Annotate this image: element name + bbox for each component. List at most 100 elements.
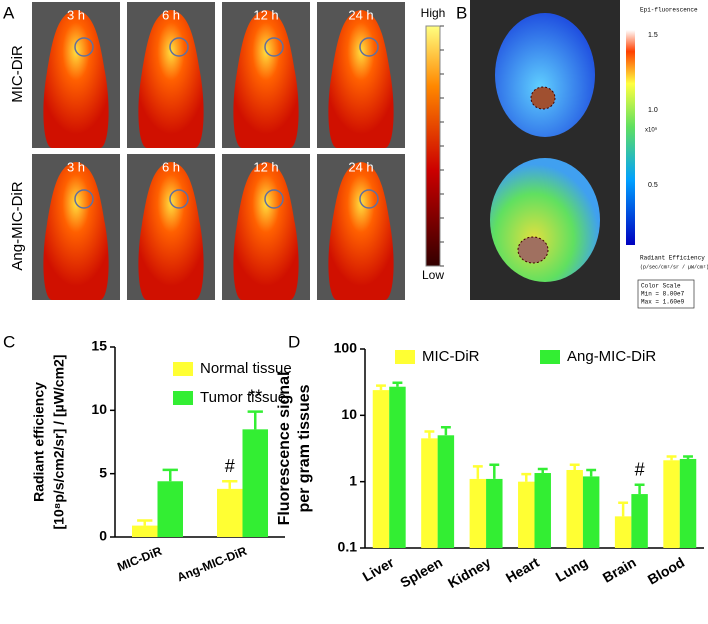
x-tick-label: Ang-MIC-DiR	[175, 544, 249, 585]
error-bar	[683, 455, 693, 459]
bar	[437, 435, 455, 548]
bar	[582, 476, 600, 548]
color-bar	[425, 25, 441, 267]
error-bar	[376, 384, 386, 391]
bar	[389, 386, 406, 548]
bar	[242, 429, 268, 537]
error-bar	[634, 483, 645, 495]
y-axis-label: Radiant efficiency	[31, 382, 47, 502]
brain-image	[495, 13, 595, 137]
y-axis-label: per gram tissues	[296, 384, 313, 512]
error-bar	[569, 463, 580, 470]
bar	[631, 494, 648, 548]
tumor-region	[74, 37, 94, 57]
legend-label: Ang-MIC-DiR	[567, 348, 656, 365]
legend-swatch	[395, 350, 415, 364]
bar	[518, 481, 535, 548]
error-bar	[618, 501, 629, 517]
bar	[679, 458, 697, 548]
panel-letter: D	[288, 332, 300, 351]
bar	[614, 516, 632, 548]
error-bar	[247, 410, 263, 430]
bar	[372, 390, 390, 548]
y-tick-label: 5	[99, 464, 107, 480]
bar	[469, 478, 487, 548]
tumor-region	[169, 189, 189, 209]
color-bar	[626, 30, 635, 245]
error-bar	[521, 472, 532, 482]
panel-a: A MIC-DiR 3 h 6 h 12 h 24 h Ang-MIC-DiR 3 h 6 h 1…	[3, 2, 445, 300]
time-label: 3 h	[67, 7, 85, 22]
x-tick-label: MIC-DiR	[115, 544, 164, 575]
bar	[566, 469, 583, 548]
legend-swatch	[540, 350, 560, 364]
x-tick-label: Blood	[645, 554, 687, 588]
scale-max: Max = 1.60e9	[641, 299, 685, 306]
legend-label: Tumor tissue	[200, 389, 286, 406]
error-bar	[586, 468, 597, 477]
y-tick-label: 100	[334, 340, 358, 356]
unit: (p/sec/cm²/sr / µW/cm²)	[640, 264, 708, 270]
scale-tick: 0.5	[648, 182, 658, 189]
bar	[486, 478, 503, 548]
x-tick-label: Lung	[553, 554, 591, 585]
x-tick-label: Spleen	[397, 554, 445, 591]
annotation: #	[225, 456, 235, 476]
y-tick-label: 10	[91, 401, 107, 417]
legend-label: Normal tissue	[200, 360, 292, 377]
x-tick-label: Brain	[600, 554, 639, 586]
panel-b: B Epi-fluorescence 1.5 1.0 0.5 x10⁹ Radiant Ef…	[456, 0, 708, 309]
error-bar	[137, 519, 153, 526]
y-tick-label: 0.1	[338, 539, 358, 555]
scale-title: Epi-fluorescence	[640, 7, 698, 14]
unit-name: Radiant Efficiency	[640, 255, 705, 262]
x-tick-label: Kidney	[445, 554, 494, 591]
bar	[132, 525, 158, 537]
tumor-region	[169, 37, 189, 57]
time-label: 12 h	[253, 7, 278, 22]
row-label: MIC-DiR	[9, 45, 26, 103]
time-label: 3 h	[67, 159, 85, 174]
error-bar	[162, 468, 178, 482]
tumor-region	[264, 37, 284, 57]
scale-low: Low	[422, 268, 444, 282]
scale-box	[637, 279, 695, 309]
tumor-region	[359, 189, 379, 209]
error-bar	[472, 465, 483, 479]
bar	[663, 460, 680, 548]
tumor-region	[517, 236, 549, 264]
bar	[157, 481, 183, 537]
scale-tick: 1.5	[648, 32, 658, 39]
legend-label: MIC-DiR	[422, 348, 480, 365]
y-tick-label: 15	[91, 338, 107, 354]
time-label: 6 h	[162, 159, 180, 174]
annotation: #	[635, 459, 645, 479]
tumor-region	[530, 86, 556, 110]
bar	[217, 488, 243, 537]
time-label: 24 h	[348, 7, 373, 22]
tumor-region	[264, 189, 284, 209]
x-tick-label: Liver	[360, 554, 397, 585]
time-label: 24 h	[348, 159, 373, 174]
error-bar	[424, 430, 435, 439]
error-bar	[537, 467, 548, 474]
y-axis-label: [10⁸p/s/cm2/sr] / [µW/cm2]	[51, 355, 67, 530]
tumor-region	[359, 37, 379, 57]
x-tick-label: Heart	[503, 554, 542, 586]
error-bar	[222, 480, 238, 489]
annotation: **	[248, 386, 262, 406]
panel-letter: A	[3, 3, 15, 22]
row-label: Ang-MIC-DiR	[9, 181, 26, 270]
time-label: 6 h	[162, 7, 180, 22]
scale-exponent: x10⁹	[645, 127, 658, 134]
bar	[421, 438, 438, 548]
brain-image	[490, 158, 600, 282]
y-tick-label: 1	[349, 472, 357, 488]
y-tick-label: 0	[99, 528, 107, 544]
panel-letter: C	[3, 332, 15, 351]
tumor-region	[74, 189, 94, 209]
y-tick-label: 10	[341, 406, 357, 422]
legend-swatch	[173, 391, 193, 405]
scale-high: High	[421, 6, 446, 20]
